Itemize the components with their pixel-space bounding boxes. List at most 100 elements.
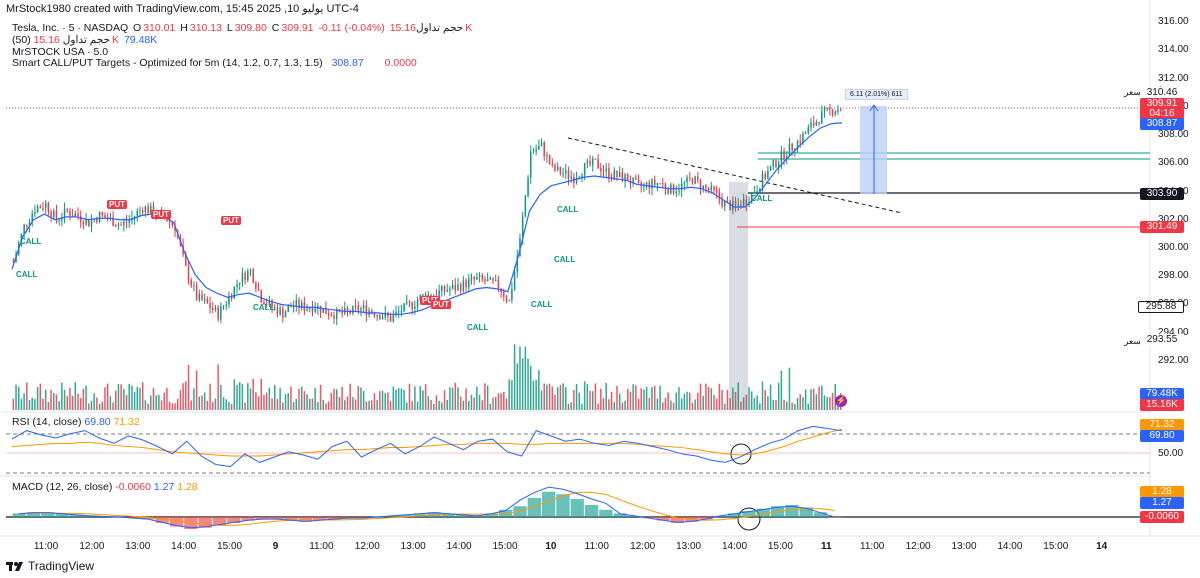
candle-body bbox=[295, 299, 298, 306]
volume-bar bbox=[511, 380, 513, 410]
volume-bar bbox=[309, 398, 311, 410]
volume-bar bbox=[753, 397, 756, 410]
high-marker-value: 310.46 bbox=[1140, 87, 1184, 99]
volume-bar bbox=[93, 393, 95, 410]
macd-legend[interactable]: MACD (12, 26, close) -0.0060 1.27 1.28 bbox=[12, 481, 198, 493]
volume-bar bbox=[640, 388, 642, 410]
candle-body bbox=[133, 216, 136, 218]
candle-body bbox=[624, 174, 626, 182]
indicator-legend-smart[interactable]: Smart CALL/PUT Targets - Optimized for 5… bbox=[12, 57, 417, 69]
put-signal: PUT bbox=[151, 210, 171, 219]
candle-body bbox=[645, 182, 648, 185]
candle-body bbox=[486, 279, 489, 282]
candle-body bbox=[837, 109, 839, 112]
candle-body bbox=[683, 182, 686, 184]
volume-bar bbox=[381, 390, 384, 410]
volume-bar bbox=[403, 389, 405, 410]
volume-bar bbox=[389, 401, 392, 410]
symbol-legend[interactable]: Tesla, Inc. · 5 · NASDAQ O 310.01 H 310.13… bbox=[12, 22, 473, 34]
volume-bar bbox=[141, 382, 144, 410]
candle-body bbox=[66, 208, 68, 211]
volume-bar bbox=[635, 385, 637, 410]
candle-body bbox=[562, 173, 564, 175]
volume-bar bbox=[233, 379, 236, 410]
volume-bar bbox=[497, 393, 500, 410]
trend-line bbox=[567, 137, 903, 214]
volume-bar bbox=[637, 398, 640, 410]
volume-bar bbox=[468, 401, 470, 410]
volume-bar bbox=[656, 398, 659, 410]
candle-body bbox=[823, 108, 826, 112]
candle-body bbox=[333, 315, 335, 319]
volume-ma-legend[interactable]: (50) حجم تداول 15.16K 79.48K bbox=[12, 34, 158, 46]
volume-bar bbox=[12, 398, 15, 410]
rsi-ma-line bbox=[11, 428, 843, 457]
rsi-legend[interactable]: RSI (14, close) 69.80 71.32 bbox=[12, 416, 140, 428]
volume-bar bbox=[513, 344, 516, 410]
macd-histogram-bar bbox=[541, 491, 556, 517]
footer-brand[interactable]: TradingView bbox=[6, 559, 94, 573]
candle-body bbox=[602, 171, 605, 173]
candle-body bbox=[238, 282, 241, 285]
macd-histogram-bar bbox=[756, 508, 770, 517]
volume-bar bbox=[791, 402, 793, 410]
low-marker-value: 293.55 bbox=[1140, 334, 1184, 346]
candle-body bbox=[20, 233, 23, 244]
volume-bar bbox=[473, 397, 475, 410]
call-signal: CALL bbox=[751, 194, 773, 203]
candle-body bbox=[166, 217, 168, 222]
volume-bar bbox=[217, 364, 219, 410]
candle-body bbox=[799, 140, 801, 143]
volume-bar bbox=[23, 393, 25, 410]
candle-body bbox=[567, 170, 570, 179]
candle-body bbox=[664, 183, 667, 190]
candle-body bbox=[112, 217, 114, 226]
volume-bar bbox=[697, 392, 699, 410]
candle-body bbox=[395, 311, 397, 315]
candle-body bbox=[613, 170, 616, 178]
candle-body bbox=[220, 306, 222, 320]
candle-body bbox=[260, 290, 263, 303]
candle-body bbox=[125, 221, 128, 223]
volume-bar bbox=[15, 384, 17, 410]
time-tick: 14:00 bbox=[997, 541, 1023, 552]
candle-body bbox=[44, 203, 47, 209]
call-signal: CALL bbox=[20, 237, 42, 246]
macd-histogram-bar bbox=[441, 513, 456, 517]
price-tick: 302.00 bbox=[1158, 213, 1189, 225]
volume-bar bbox=[376, 400, 378, 410]
volume-bar bbox=[190, 400, 192, 410]
candle-body bbox=[513, 271, 516, 290]
volume-bar bbox=[678, 387, 680, 410]
candle-body bbox=[28, 221, 31, 226]
candle-body bbox=[494, 279, 497, 281]
volume-bar bbox=[581, 403, 583, 410]
candle-body bbox=[691, 178, 694, 184]
volume-bar bbox=[769, 384, 772, 410]
candle-body bbox=[556, 166, 559, 171]
macd-histogram-bar bbox=[656, 517, 670, 521]
indicator-legend-mrstock[interactable]: MrSTOCK USA · 5.0 bbox=[12, 46, 109, 58]
volume-bar bbox=[352, 397, 354, 410]
indicator-price-label: 308.87 bbox=[1140, 118, 1184, 130]
volume-bar bbox=[311, 398, 314, 410]
time-tick: 13:00 bbox=[676, 541, 702, 552]
change-value: -0.11 (-0.04%) bbox=[318, 22, 385, 34]
candle-body bbox=[462, 280, 465, 291]
candle-body bbox=[594, 158, 597, 160]
macd-histogram-bar bbox=[813, 512, 828, 517]
volume-bar bbox=[284, 394, 287, 410]
macd-line-axis-label: 1.27 bbox=[1140, 497, 1184, 509]
volume-bar bbox=[616, 386, 618, 410]
volume-bar bbox=[608, 399, 610, 410]
volume-bar bbox=[171, 403, 174, 410]
volume-bar bbox=[327, 401, 330, 410]
volume-bar bbox=[214, 398, 217, 410]
volume-bar bbox=[61, 382, 63, 410]
candle-body bbox=[821, 111, 823, 124]
lightning-icon[interactable]: ⚡ bbox=[835, 395, 847, 407]
candle-body bbox=[42, 207, 44, 209]
macd-histogram-bar bbox=[742, 511, 756, 517]
macd-histogram-bar bbox=[584, 505, 599, 517]
